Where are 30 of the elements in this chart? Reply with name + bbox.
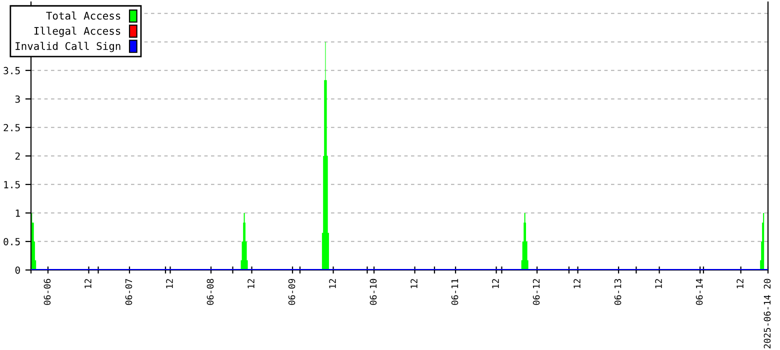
x-tick-label: 06-09 [288, 278, 296, 305]
legend-label: Total Access [46, 12, 120, 20]
legend-label: Illegal Access [34, 26, 120, 37]
x-tick-label: 2025-06-14 20 [764, 278, 771, 348]
x-tick-label: 06-07 [125, 279, 132, 305]
y-tick-label: 2.5 [4, 124, 20, 132]
legend-label: Invalid Call Sign [16, 42, 120, 52]
y-tick-label: 1.5 [4, 181, 20, 188]
x-tick-label: 06-10 [370, 278, 377, 305]
y-tick-label: 1 [16, 210, 20, 217]
x-tick-label: 12 [166, 279, 173, 288]
x-tick-label: 12 [329, 279, 336, 288]
x-tick-label: 12 [736, 279, 744, 288]
x-tick-label: 06-08 [206, 278, 214, 305]
x-tick-label: 06-14 [696, 278, 703, 305]
y-tick-label: 0.5 [4, 238, 20, 246]
y-tick-label: 3 [15, 95, 20, 103]
x-tick-label: 06-12 [532, 279, 540, 305]
x-tick-label: 12 [655, 279, 662, 288]
x-tick-label: 12 [248, 279, 254, 288]
y-tick-label: 2 [15, 152, 20, 160]
x-tick-label: 12 [84, 279, 92, 288]
y-tick-label: 0 [15, 266, 20, 274]
x-tick-label: 12 [410, 279, 418, 288]
y-tick-label: 3.5 [4, 66, 20, 74]
x-tick-label: 06-06 [44, 278, 51, 305]
x-tick-label: 12 [574, 279, 580, 288]
x-tick-label: 12 [492, 279, 499, 288]
x-tick-label: 06-11 [451, 278, 458, 305]
x-tick-label: 06-13 [614, 279, 622, 305]
